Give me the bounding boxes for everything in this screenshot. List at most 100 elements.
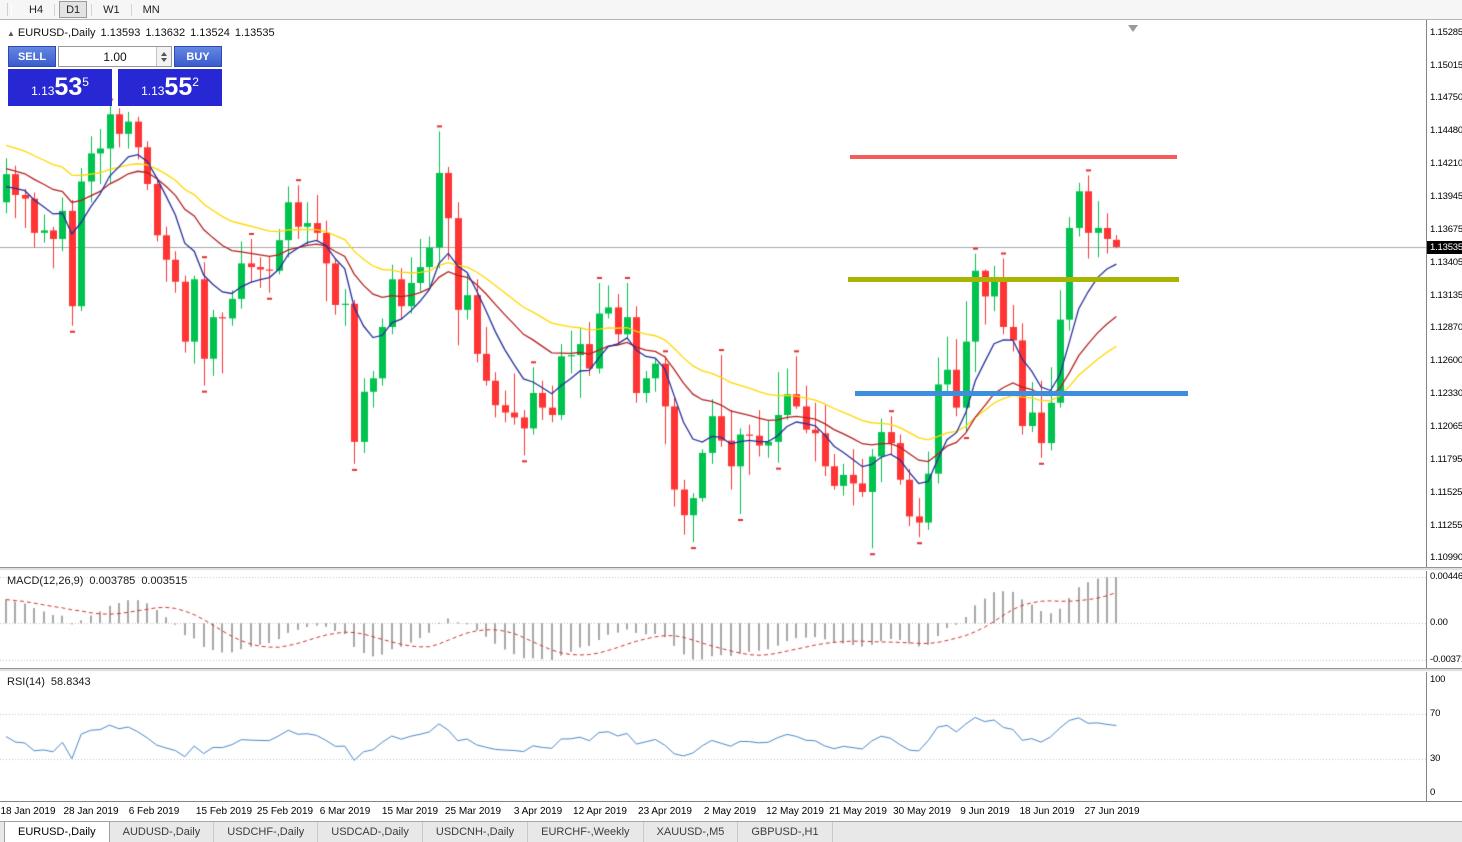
- rsi-canvas[interactable]: [0, 672, 1426, 801]
- price-chart-area[interactable]: ▲ EURUSD-,Daily 1.13593 1.13632 1.13524 1.135…: [0, 20, 1462, 567]
- timeframe-toolbar: H4 D1 W1 MN: [0, 0, 1462, 20]
- date-axis-label: 15 Feb 2019: [195, 806, 253, 817]
- date-axis-label: 27 Jun 2019: [1084, 806, 1140, 817]
- volume-value: 1.00: [103, 49, 127, 64]
- axis-label: 0: [1430, 787, 1436, 798]
- sell-button[interactable]: SELL: [8, 46, 56, 67]
- mid-level-line-olive[interactable]: [848, 277, 1179, 282]
- sell-price-box[interactable]: 1.13535: [8, 69, 112, 106]
- toolbar-separator: [54, 3, 56, 16]
- time-axis[interactable]: 18 Jan 2019 28 Jan 2019 6 Feb 2019 15 Feb 2…: [0, 801, 1462, 821]
- chart-tab-usdcnh-daily[interactable]: USDCNH-,Daily: [423, 822, 529, 842]
- buy-price-figure: 1.13: [141, 84, 165, 98]
- current-price-badge: 1.13535: [1427, 240, 1462, 254]
- axis-label: -0.003715: [1430, 654, 1462, 665]
- chart-symbol-label: EURUSD-,Daily: [17, 27, 96, 39]
- buy-price-pips: 55: [164, 73, 193, 101]
- ohlc-low: 1.13524: [190, 27, 230, 39]
- rsi-panel[interactable]: RSI(14) 58.8343: [0, 672, 1462, 801]
- date-axis-label: 6 Mar 2019: [319, 806, 371, 817]
- macd-canvas[interactable]: [0, 571, 1426, 668]
- price-chart-canvas[interactable]: [0, 20, 1426, 567]
- timeframe-button-h4[interactable]: H4: [22, 1, 50, 18]
- chart-tab-eurchf-weekly[interactable]: EURCHF-,Weekly: [528, 822, 644, 842]
- axis-label: 1.13675: [1430, 223, 1462, 235]
- chart-shift-marker[interactable]: [1128, 25, 1138, 32]
- panel-splitter[interactable]: [0, 567, 1462, 571]
- resistance-line-red[interactable]: [850, 155, 1177, 159]
- date-axis-label: 28 Jan 2019: [63, 806, 119, 817]
- date-axis-label: 3 Apr 2019: [513, 806, 563, 817]
- chart-tab-audusd-daily[interactable]: AUDUSD-,Daily: [110, 822, 215, 842]
- axis-label: 0.00: [1430, 617, 1448, 629]
- macd-main-value: 0.003785: [89, 575, 136, 587]
- axis-label: 1.12065: [1430, 420, 1462, 432]
- date-axis-label: 12 Apr 2019: [573, 806, 627, 817]
- macd-signal-value: 0.003515: [141, 575, 188, 587]
- axis-label: 1.14750: [1430, 92, 1462, 104]
- spinner-up-icon[interactable]: [161, 51, 167, 56]
- sell-price-figure: 1.13: [31, 84, 55, 98]
- toolbar-separator: [130, 3, 132, 16]
- ohlc-open: 1.13593: [100, 27, 141, 39]
- date-axis-label: 23 Apr 2019: [638, 806, 692, 817]
- buy-price-box[interactable]: 1.13552: [118, 69, 222, 106]
- date-axis-label: 9 Jun 2019: [960, 806, 1010, 817]
- toolbar-grip[interactable]: [7, 3, 12, 16]
- toolbar-separator: [91, 3, 93, 16]
- date-axis-label: 18 Jun 2019: [1019, 806, 1075, 817]
- sell-price-pips: 53: [54, 73, 83, 101]
- volume-input[interactable]: 1.00: [58, 46, 172, 67]
- date-axis-label: 12 May 2019: [766, 806, 824, 817]
- macd-panel[interactable]: MACD(12,26,9) 0.003785 0.003515: [0, 571, 1462, 668]
- sell-price-point: 5: [82, 75, 89, 89]
- ohlc-high: 1.13632: [145, 27, 186, 39]
- date-axis-label: 21 May 2019: [829, 806, 887, 817]
- date-axis-label: 18 Jan 2019: [0, 806, 56, 817]
- one-click-trading-panel: SELL 1.00 BUY 1.13535 1.13552: [8, 46, 222, 106]
- timeframe-button-d1[interactable]: D1: [59, 1, 88, 18]
- chart-tab-gbpusd-h1[interactable]: GBPUSD-,H1: [738, 822, 833, 842]
- spinner-down-icon[interactable]: [161, 57, 167, 62]
- axis-label: 1.11795: [1430, 453, 1462, 465]
- volume-spinner[interactable]: [156, 47, 171, 66]
- date-axis-label: 2 May 2019: [703, 806, 757, 817]
- axis-label: 1.14210: [1430, 158, 1462, 170]
- axis-label: 1.12870: [1430, 322, 1462, 334]
- axis-label: 1.10990: [1430, 552, 1462, 563]
- axis-label: 1.15285: [1430, 27, 1462, 38]
- axis-label: 0.004465: [1430, 571, 1462, 582]
- panel-splitter[interactable]: [0, 668, 1462, 672]
- timeframe-button-mn[interactable]: MN: [136, 1, 167, 18]
- rsi-value: 58.8343: [50, 676, 91, 688]
- timeframe-button-w1[interactable]: W1: [96, 1, 127, 18]
- rsi-title: RSI(14): [7, 676, 45, 688]
- chart-tab-usdchf-daily[interactable]: USDCHF-,Daily: [214, 822, 319, 842]
- date-axis-label: 15 Mar 2019: [381, 806, 439, 817]
- macd-title: MACD(12,26,9): [7, 575, 84, 587]
- chart-tab-xauusd-m5[interactable]: XAUUSD-,M5: [644, 822, 739, 842]
- axis-label: 1.15015: [1430, 60, 1462, 71]
- chart-tab-bar: EURUSD-,Daily AUDUSD-,Daily USDCHF-,Daily U…: [0, 821, 1462, 842]
- axis-label: 1.13945: [1430, 190, 1462, 202]
- buy-button[interactable]: BUY: [174, 46, 222, 67]
- rsi-label: RSI(14) 58.8343: [7, 676, 97, 688]
- axis-label: 1.12330: [1430, 388, 1462, 400]
- support-line-blue[interactable]: [855, 391, 1188, 396]
- axis-label: 1.13405: [1430, 256, 1462, 268]
- axis-label: 30: [1430, 753, 1441, 765]
- axis-label: 1.11525: [1430, 486, 1462, 498]
- axis-label: 1.12600: [1430, 355, 1462, 367]
- buy-price-point: 2: [192, 75, 199, 89]
- chart-ohlc-header: ▲ EURUSD-,Daily 1.13593 1.13632 1.13524 1.135…: [7, 27, 280, 39]
- chart-tab-usdcad-daily[interactable]: USDCAD-,Daily: [318, 822, 423, 842]
- axis-label: 1.13135: [1430, 289, 1462, 301]
- axis-label: 1.14480: [1430, 125, 1462, 137]
- right-value-axis[interactable]: 1.13535 1.15285 1.15015 1.14750 1.14480 1.14…: [1426, 20, 1462, 801]
- one-click-collapse-icon[interactable]: ▲: [7, 29, 15, 38]
- ohlc-close: 1.13535: [234, 27, 275, 39]
- date-axis-label: 30 May 2019: [893, 806, 951, 817]
- axis-label: 1.11255: [1430, 519, 1462, 531]
- chart-tab-eurusd-daily[interactable]: EURUSD-,Daily: [4, 821, 110, 842]
